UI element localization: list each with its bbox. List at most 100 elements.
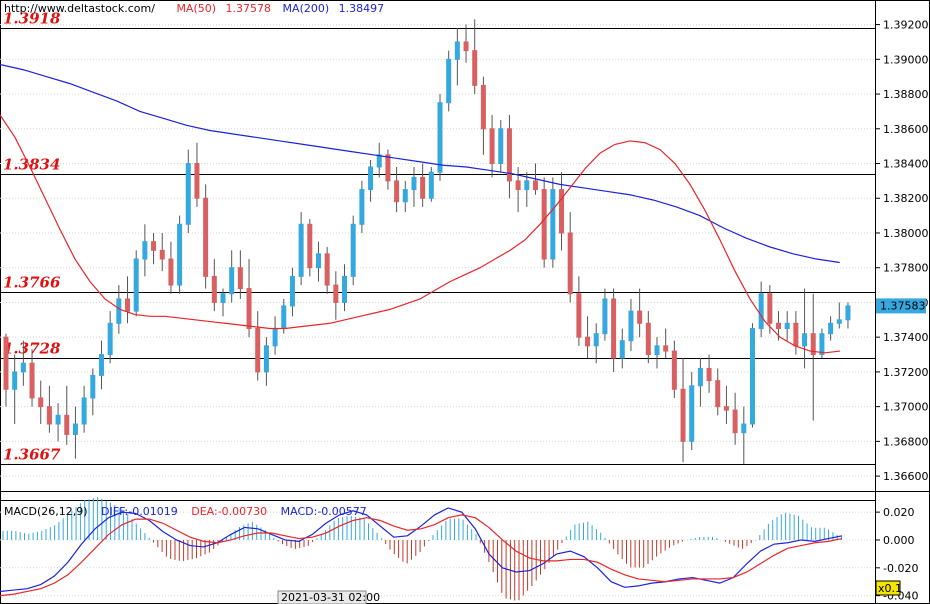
candle-body[interactable] <box>220 293 226 303</box>
candle-body[interactable] <box>645 322 651 356</box>
candle-body[interactable] <box>567 232 573 295</box>
candle-body[interactable] <box>828 322 834 335</box>
source-url[interactable]: http://www.deltastock.com/ <box>4 2 155 15</box>
candle-body[interactable] <box>420 176 426 199</box>
candle-body[interactable] <box>454 41 460 60</box>
horizontal-levels[interactable]: 1.3918 1.3834 1.3766 1.3728 1.3667 <box>0 10 875 465</box>
candle-body[interactable] <box>142 241 148 260</box>
candle-body[interactable] <box>185 163 191 225</box>
candle-body[interactable] <box>402 189 408 203</box>
candle-body[interactable] <box>437 102 443 173</box>
candle-body[interactable] <box>680 388 686 442</box>
candle-body[interactable] <box>72 423 78 435</box>
candle-body[interactable] <box>619 340 625 359</box>
candle-body[interactable] <box>689 385 695 442</box>
candle-body[interactable] <box>64 414 70 435</box>
candle-body[interactable] <box>237 267 243 290</box>
candle-body[interactable] <box>532 180 538 191</box>
candle-body[interactable] <box>315 253 321 269</box>
candle-body[interactable] <box>151 241 157 251</box>
candle-body[interactable] <box>3 336 9 390</box>
candle-body[interactable] <box>428 171 434 199</box>
candle-body[interactable] <box>446 58 452 104</box>
candle-body[interactable] <box>524 180 530 191</box>
candle-body[interactable] <box>628 310 634 342</box>
candle-body[interactable] <box>810 333 816 356</box>
candle-body[interactable] <box>663 345 669 352</box>
candle-body[interactable] <box>272 327 278 347</box>
zoom-box[interactable] <box>875 580 901 596</box>
candle-body[interactable] <box>90 374 96 399</box>
candle-body[interactable] <box>472 50 478 86</box>
candle-body[interactable] <box>576 293 582 338</box>
candle-body[interactable] <box>116 298 122 324</box>
candle-body[interactable] <box>359 189 365 225</box>
candle-body[interactable] <box>125 298 131 312</box>
candle-body[interactable] <box>255 327 261 373</box>
candle-body[interactable] <box>376 154 382 168</box>
candle-body[interactable] <box>602 298 608 335</box>
candle-body[interactable] <box>585 336 591 347</box>
candle-body[interactable] <box>749 327 755 425</box>
candle-body[interactable] <box>758 293 764 329</box>
candle-body[interactable] <box>29 362 35 399</box>
candle-body[interactable] <box>281 305 287 329</box>
ma200-line[interactable] <box>0 63 840 264</box>
candle-body[interactable] <box>819 333 825 356</box>
candle-body[interactable] <box>550 189 556 260</box>
candle-body[interactable] <box>784 322 790 329</box>
candle-body[interactable] <box>697 367 703 387</box>
macd-dea-line[interactable] <box>0 514 843 597</box>
candle-body[interactable] <box>541 189 547 260</box>
candle-body[interactable] <box>333 284 339 303</box>
candle-body[interactable] <box>463 41 469 52</box>
candle-body[interactable] <box>385 154 391 182</box>
candle-body[interactable] <box>194 163 200 199</box>
candle-body[interactable] <box>298 223 304 277</box>
candle-body[interactable] <box>767 293 773 324</box>
candle-body[interactable] <box>411 176 417 191</box>
candle-body[interactable] <box>802 333 808 347</box>
candle-body[interactable] <box>159 249 165 260</box>
candle-body[interactable] <box>20 362 26 373</box>
candle-body[interactable] <box>836 319 842 324</box>
candle-body[interactable] <box>177 223 183 286</box>
candle-body[interactable] <box>324 253 330 286</box>
candle-body[interactable] <box>246 288 252 329</box>
candle-body[interactable] <box>350 223 356 277</box>
candle-body[interactable] <box>506 128 512 182</box>
candle-body[interactable] <box>671 350 677 390</box>
candle-body[interactable] <box>723 406 729 411</box>
candle-body[interactable] <box>715 380 721 408</box>
ma50-line[interactable] <box>0 114 841 354</box>
candle-body[interactable] <box>611 298 617 359</box>
candle-body[interactable] <box>489 128 495 165</box>
candle-body[interactable] <box>741 423 747 434</box>
candle-body[interactable] <box>133 258 139 312</box>
candle-body[interactable] <box>480 84 486 130</box>
candle-body[interactable] <box>307 223 313 269</box>
candle-body[interactable] <box>81 397 87 425</box>
candle-body[interactable] <box>637 310 643 324</box>
candle-body[interactable] <box>342 275 348 303</box>
zoom-label[interactable]: x0.1 <box>878 582 902 595</box>
candle-body[interactable] <box>12 371 18 390</box>
candle-body[interactable] <box>732 409 738 434</box>
candle-body[interactable] <box>263 345 269 373</box>
candle-body[interactable] <box>289 275 295 307</box>
candle-body[interactable] <box>107 322 113 356</box>
candle-body[interactable] <box>793 322 799 347</box>
candle-body[interactable] <box>38 397 44 408</box>
candle-body[interactable] <box>203 197 209 277</box>
candle-body[interactable] <box>498 128 504 165</box>
candle-body[interactable] <box>368 166 374 191</box>
candle-body[interactable] <box>593 333 599 347</box>
candle-body[interactable] <box>776 322 782 329</box>
candle-body[interactable] <box>845 305 851 321</box>
candle-body[interactable] <box>706 367 712 382</box>
candle-body[interactable] <box>98 354 104 376</box>
candle-body[interactable] <box>55 414 61 425</box>
candle-body[interactable] <box>559 189 565 234</box>
candle-body[interactable] <box>229 267 235 295</box>
